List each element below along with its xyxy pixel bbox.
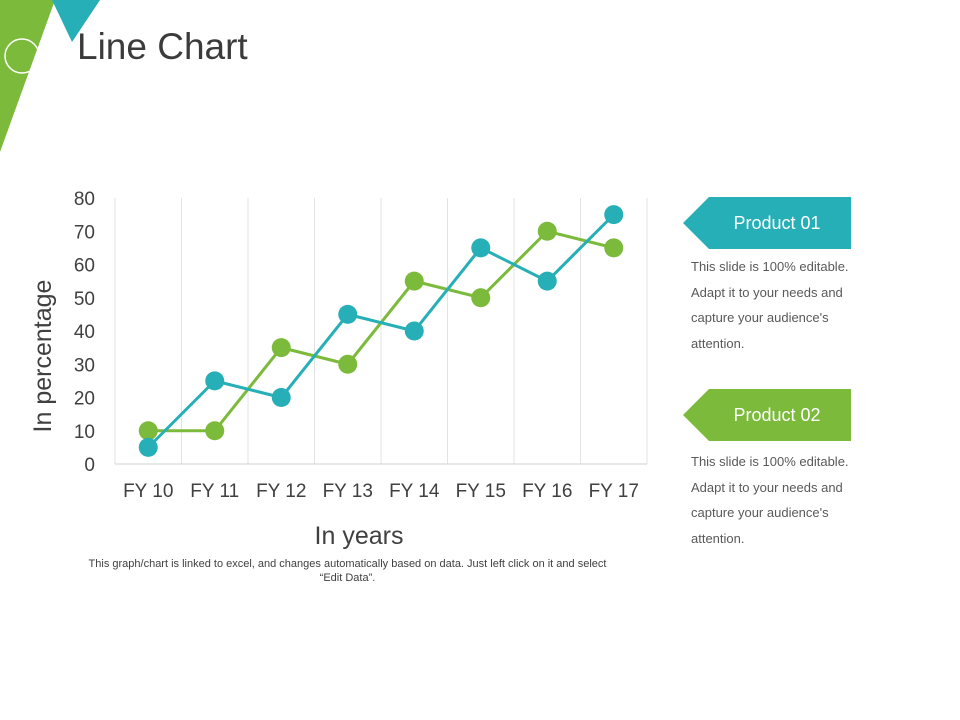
data-point[interactable] bbox=[404, 271, 424, 291]
x-tick-label: FY 15 bbox=[456, 481, 506, 502]
data-point[interactable] bbox=[404, 321, 424, 341]
y-axis-title: In percentage bbox=[29, 280, 57, 433]
arrow-left-icon bbox=[683, 389, 851, 441]
x-tick-label: FY 17 bbox=[589, 481, 639, 502]
data-point[interactable] bbox=[205, 421, 225, 441]
series-line-1[interactable] bbox=[147, 213, 615, 449]
data-point[interactable] bbox=[604, 205, 624, 225]
data-point[interactable] bbox=[537, 271, 557, 291]
x-tick-label: FY 13 bbox=[323, 481, 373, 502]
legend-product-01[interactable]: Product 01 bbox=[683, 197, 851, 249]
legend-description: This slide is 100% editable. Adapt it to… bbox=[691, 454, 849, 546]
x-tick-label: FY 10 bbox=[123, 481, 173, 502]
x-tick-label: FY 12 bbox=[256, 481, 306, 502]
data-point[interactable] bbox=[205, 371, 225, 391]
x-tick-label: FY 11 bbox=[190, 481, 239, 502]
data-point[interactable] bbox=[338, 354, 358, 374]
data-point[interactable] bbox=[138, 421, 158, 441]
y-tick-label: 10 bbox=[74, 422, 95, 443]
chart-footnote: This graph/chart is linked to excel, and… bbox=[88, 558, 607, 584]
y-axis-ticks: 0 10 20 30 40 50 60 70 80 bbox=[74, 189, 95, 476]
chart-gridlines bbox=[114, 198, 648, 465]
legend-description: This slide is 100% editable. Adapt it to… bbox=[691, 259, 849, 351]
page-title: Line Chart bbox=[77, 26, 248, 67]
data-point[interactable] bbox=[138, 437, 158, 457]
circle-icon bbox=[4, 38, 40, 74]
y-tick-label: 80 bbox=[74, 189, 95, 210]
y-tick-label: 40 bbox=[74, 322, 95, 343]
data-point[interactable] bbox=[537, 221, 557, 241]
data-point[interactable] bbox=[604, 238, 624, 258]
y-tick-label: 20 bbox=[74, 389, 95, 410]
x-axis-title: In years bbox=[315, 522, 404, 550]
legend-label: Product 02 bbox=[733, 405, 821, 425]
y-tick-label: 60 bbox=[74, 256, 95, 277]
data-point[interactable] bbox=[271, 338, 291, 358]
y-tick-label: 50 bbox=[74, 289, 95, 310]
x-axis-ticks: FY 10 FY 11 FY 12 FY 13 FY 14 FY 15 FY 16 FY 17 bbox=[123, 481, 639, 502]
y-tick-label: 30 bbox=[74, 355, 95, 376]
y-tick-label: 0 bbox=[84, 455, 95, 476]
corner-decoration bbox=[0, 0, 100, 152]
x-tick-label: FY 16 bbox=[522, 481, 572, 502]
y-tick-label: 70 bbox=[74, 222, 95, 243]
x-tick-label: FY 14 bbox=[389, 481, 440, 502]
data-point[interactable] bbox=[471, 238, 491, 258]
data-point[interactable] bbox=[471, 288, 491, 308]
data-point[interactable] bbox=[338, 304, 358, 324]
data-point[interactable] bbox=[271, 388, 291, 407]
legend-product-02[interactable]: Product 02 bbox=[683, 389, 851, 441]
legend-label: Product 01 bbox=[733, 213, 821, 233]
chart-series bbox=[138, 205, 624, 457]
